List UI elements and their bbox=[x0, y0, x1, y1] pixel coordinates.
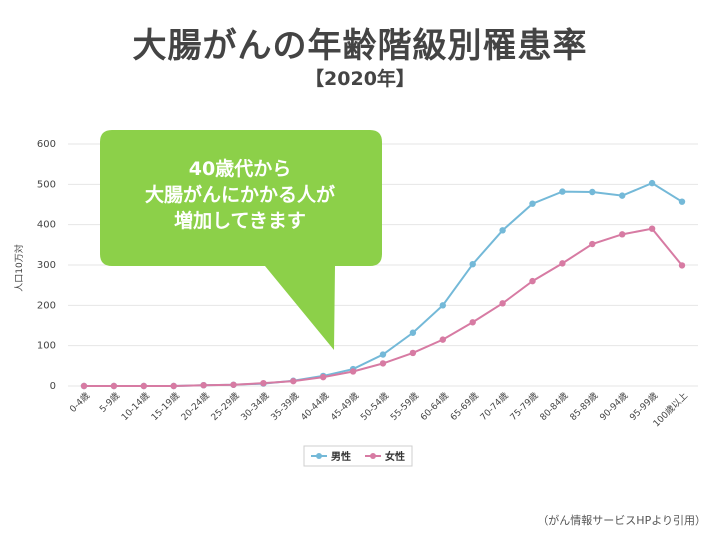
x-tick-label: 20-24歳 bbox=[178, 390, 211, 423]
data-point bbox=[648, 179, 656, 187]
x-tick-label: 35-39歳 bbox=[268, 390, 301, 423]
y-axis-label: 人口10万対 bbox=[13, 244, 25, 291]
legend-label: 女性 bbox=[385, 450, 405, 463]
x-tick-label: 60-64歳 bbox=[418, 390, 451, 423]
legend-label: 男性 bbox=[331, 450, 351, 463]
data-point bbox=[379, 360, 387, 367]
x-tick-label: 55-59歳 bbox=[388, 390, 421, 423]
callout-line-3: 増加してきます bbox=[174, 210, 306, 232]
y-tick-label: 300 bbox=[37, 260, 56, 271]
data-point bbox=[589, 240, 596, 248]
data-point bbox=[499, 300, 506, 307]
data-point bbox=[320, 373, 327, 381]
data-point bbox=[80, 382, 88, 390]
callout-line-1: 40歳代から bbox=[188, 158, 292, 180]
data-point bbox=[678, 262, 686, 269]
data-point bbox=[529, 200, 536, 207]
data-point bbox=[439, 302, 446, 309]
x-tick-label: 25-29歳 bbox=[208, 390, 241, 423]
x-tick-label: 40-44歳 bbox=[298, 390, 331, 423]
y-tick-label: 200 bbox=[37, 300, 56, 311]
x-tick-label: 30-34歳 bbox=[238, 390, 271, 423]
legend: 男性 女性 bbox=[303, 445, 413, 467]
legend-box bbox=[303, 445, 413, 467]
x-tick-label: 0-4歳 bbox=[67, 390, 92, 415]
legend-swatch-marker bbox=[370, 453, 376, 459]
x-tick-labels: 0-4歳 5-9歳10-14歳15-19歳20-24歳25-29歳30-34歳35… bbox=[67, 390, 690, 430]
x-tick-label: 10-14歳 bbox=[119, 390, 152, 423]
x-tick-label: 70-74歳 bbox=[477, 390, 510, 423]
data-point bbox=[230, 381, 237, 388]
data-point bbox=[260, 379, 267, 387]
x-tick-label: 50-54歳 bbox=[358, 390, 391, 423]
data-point bbox=[439, 336, 446, 343]
data-point bbox=[499, 227, 506, 234]
page-subtitle: 【2020年】 bbox=[305, 68, 415, 90]
y-tick-label: 400 bbox=[37, 220, 56, 231]
x-tick-label: 65-69歳 bbox=[447, 390, 480, 423]
legend-item: 女性 bbox=[365, 450, 405, 463]
legend-swatch-marker bbox=[316, 453, 322, 459]
x-tick-label: 5-9歳 bbox=[97, 390, 122, 415]
y-tick-label: 0 bbox=[50, 381, 56, 392]
data-point bbox=[110, 382, 118, 390]
data-point bbox=[140, 382, 147, 390]
x-tick-label: 45-49歳 bbox=[328, 390, 361, 423]
callout-text: 40歳代から 大腸がんにかかる人が 増加してきます bbox=[100, 156, 380, 234]
y-tick-label: 100 bbox=[37, 341, 56, 352]
x-tick-label: 75-79歳 bbox=[507, 390, 540, 423]
data-point bbox=[290, 377, 297, 385]
data-point bbox=[379, 351, 387, 358]
x-tick-label: 90-94歳 bbox=[597, 390, 630, 423]
page-title: 大腸がんの年齢階級別罹患率 bbox=[132, 26, 588, 66]
callout-line-2: 大腸がんにかかる人が bbox=[144, 184, 335, 206]
data-point bbox=[678, 198, 686, 205]
data-point bbox=[469, 260, 476, 268]
data-point bbox=[559, 188, 566, 195]
y-tick-label: 600 bbox=[37, 139, 56, 150]
legend-item: 男性 bbox=[311, 450, 351, 463]
callout-bubble bbox=[100, 130, 382, 350]
source-note: （がん情報サービスHPより引用） bbox=[537, 514, 706, 527]
data-point bbox=[619, 192, 626, 199]
data-point bbox=[529, 277, 536, 285]
data-point bbox=[409, 349, 417, 357]
x-tick-label: 85-89歳 bbox=[567, 390, 600, 423]
data-point bbox=[648, 225, 656, 232]
y-tick-label: 500 bbox=[37, 179, 56, 190]
data-point bbox=[409, 329, 417, 336]
y-tick-labels: 0 100 200 300 400 500 600 bbox=[37, 139, 56, 392]
data-point bbox=[559, 260, 566, 267]
data-point bbox=[349, 368, 357, 375]
data-point bbox=[170, 382, 177, 390]
series-2 bbox=[80, 225, 686, 390]
data-point bbox=[589, 188, 596, 196]
data-point bbox=[469, 319, 476, 326]
series bbox=[80, 179, 686, 390]
x-tick-label: 80-84歳 bbox=[537, 390, 570, 423]
data-point bbox=[619, 231, 626, 238]
data-point bbox=[200, 381, 207, 389]
x-tick-label: 15-19歳 bbox=[148, 390, 181, 423]
